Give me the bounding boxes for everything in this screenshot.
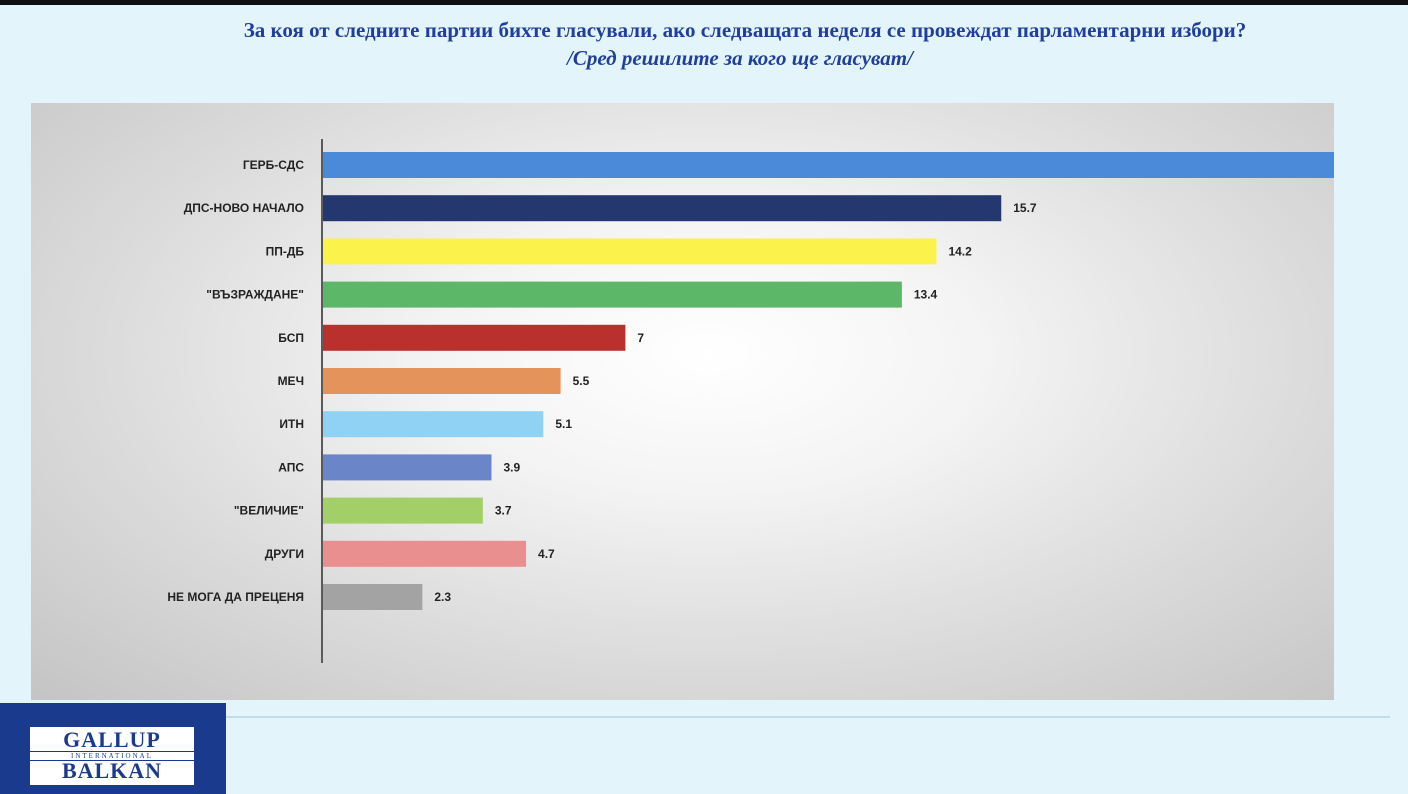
bar bbox=[323, 497, 483, 524]
logo-line-balkan: BALKAN bbox=[61, 758, 163, 783]
category-label: ИТН bbox=[279, 417, 304, 431]
bar bbox=[323, 368, 561, 394]
category-label: НЕ МОГА ДА ПРЕЦЕНЯ bbox=[167, 590, 304, 604]
data-label: 2.3 bbox=[434, 590, 451, 604]
bar bbox=[323, 454, 492, 481]
data-label: 15.7 bbox=[1013, 201, 1037, 215]
category-label: МЕЧ bbox=[278, 374, 304, 388]
data-label: 14.2 bbox=[948, 244, 972, 258]
bar bbox=[323, 152, 1334, 178]
logo-line-international: INTERNATIONAL bbox=[30, 751, 194, 761]
logo-block: GALLUP INTERNATIONAL BALKAN bbox=[0, 703, 226, 794]
data-label: 5.1 bbox=[555, 417, 572, 431]
category-label: ПП-ДБ bbox=[266, 244, 305, 258]
category-label: ГЕРБ-СДС bbox=[243, 158, 304, 172]
category-label: "ВЪЗРАЖДАНЕ" bbox=[206, 288, 304, 302]
top-strip bbox=[0, 0, 1408, 5]
bar bbox=[323, 281, 902, 308]
gallup-logo: GALLUP INTERNATIONAL BALKAN bbox=[30, 727, 194, 785]
bar-chart: ГЕРБ-СДС24.5ДПС-НОВО НАЧАЛО15.7ПП-ДБ14.2… bbox=[167, 139, 1334, 663]
category-label: ДПС-НОВО НАЧАЛО bbox=[184, 201, 304, 215]
data-label: 5.5 bbox=[573, 374, 590, 388]
bar bbox=[323, 411, 544, 438]
category-label: "ВЕЛИЧИЕ" bbox=[234, 504, 304, 518]
chart-title: За коя от следните партии бихте гласувал… bbox=[243, 18, 1247, 42]
chart-panel: ГЕРБ-СДС24.5ДПС-НОВО НАЧАЛО15.7ПП-ДБ14.2… bbox=[31, 103, 1334, 700]
footer-divider bbox=[226, 716, 1390, 718]
data-label: 4.7 bbox=[538, 547, 555, 561]
logo-line-gallup: GALLUP bbox=[63, 727, 161, 752]
category-label: ДРУГИ bbox=[265, 547, 304, 561]
bar bbox=[323, 540, 527, 567]
bar bbox=[323, 584, 423, 610]
bar bbox=[323, 324, 626, 351]
category-label: БСП bbox=[278, 331, 304, 345]
bar bbox=[323, 195, 1002, 222]
data-label: 3.7 bbox=[495, 504, 512, 518]
bar bbox=[323, 238, 937, 265]
data-label: 7 bbox=[637, 331, 644, 345]
data-label: 13.4 bbox=[914, 288, 938, 302]
chart-subtitle: /Сред решилите за кого ще гласуват/ bbox=[567, 46, 913, 70]
data-label: 3.9 bbox=[503, 460, 520, 474]
category-label: АПС bbox=[278, 460, 304, 474]
